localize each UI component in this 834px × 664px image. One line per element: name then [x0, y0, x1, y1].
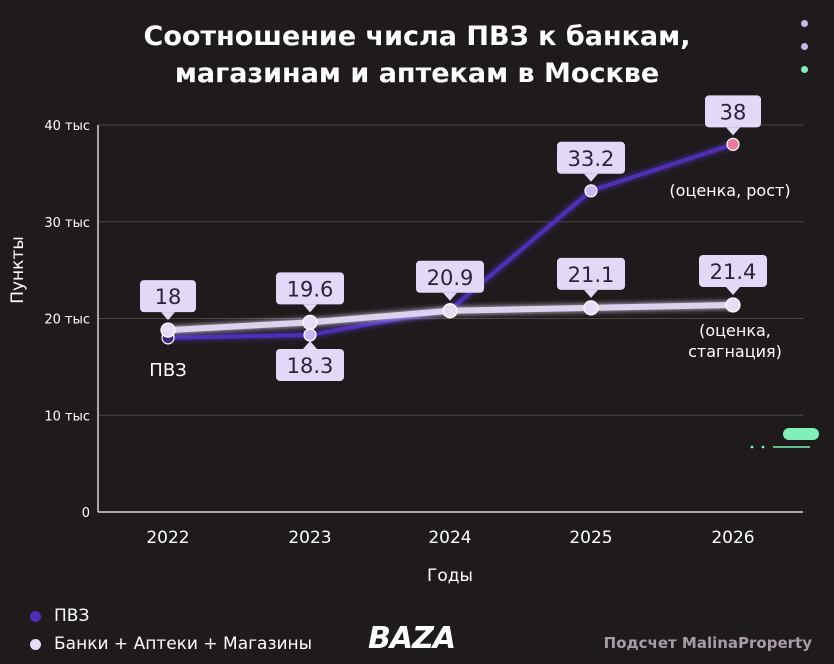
mint-decoration-dot [751, 446, 754, 449]
data-label: 21.1 [568, 263, 615, 287]
y-axis-title: Пункты [8, 236, 28, 304]
series-note: (оценка, [699, 321, 771, 340]
data-point [727, 138, 739, 150]
legend-item-pvz: ПВЗ [30, 602, 312, 630]
data-label-pointer [584, 290, 598, 298]
y-tick-label: 20 тыс [44, 313, 90, 328]
x-tick-label: 2025 [569, 528, 612, 548]
brand-logo: BAZA [368, 621, 455, 656]
data-label: 20.9 [427, 266, 474, 290]
x-axis-title: Годы [427, 566, 473, 586]
legend-dot-icon [30, 639, 41, 650]
mint-decoration [783, 428, 819, 440]
legend-label: Банки + Аптеки + Магазины [54, 634, 312, 654]
series-note: (оценка, рост) [669, 181, 790, 200]
legend: ПВЗ Банки + Аптеки + Магазины [30, 602, 312, 658]
series-note: стагнация) [688, 342, 782, 361]
data-label-pointer [726, 127, 740, 135]
data-point [303, 315, 317, 329]
y-tick-label: 0 [82, 506, 90, 521]
data-point [161, 323, 175, 337]
source-credit: Подсчет MalinaProperty [604, 634, 812, 652]
data-label: 19.6 [287, 277, 334, 301]
data-point [726, 298, 740, 312]
x-tick-label: 2022 [146, 528, 189, 548]
data-label-pointer [584, 174, 598, 182]
legend-item-others: Банки + Аптеки + Магазины [30, 630, 312, 658]
y-tick-label: 10 тыс [44, 409, 90, 424]
x-tick-label: 2023 [288, 528, 331, 548]
mint-decoration-dot [762, 446, 765, 449]
data-point [584, 301, 598, 315]
data-point [585, 185, 597, 197]
data-label-pointer [726, 287, 740, 295]
data-label-pointer [303, 304, 317, 312]
legend-dot-icon [30, 611, 41, 622]
data-label: 33.2 [568, 147, 615, 171]
y-tick-label: 30 тыс [44, 216, 90, 231]
data-point [443, 304, 457, 318]
x-tick-label: 2024 [428, 528, 471, 548]
series-inline-label: ПВЗ [149, 360, 186, 381]
data-label: 38 [720, 100, 747, 124]
data-point [304, 329, 316, 341]
data-label-pointer [303, 341, 317, 349]
y-tick-label: 40 тыс [44, 119, 90, 134]
data-label: 18 [155, 285, 182, 309]
data-label: 21.4 [710, 260, 757, 284]
data-label: 18.3 [287, 354, 334, 378]
x-tick-label: 2026 [711, 528, 754, 548]
legend-label: ПВЗ [54, 606, 89, 626]
data-label-pointer [443, 293, 457, 301]
